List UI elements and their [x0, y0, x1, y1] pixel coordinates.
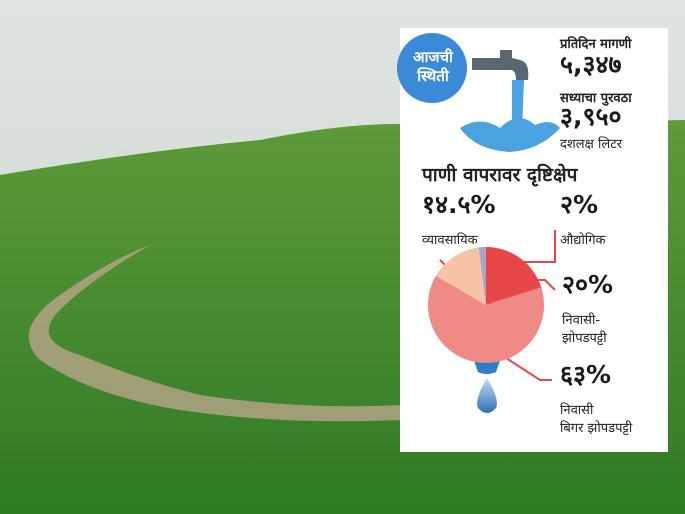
stat-unit: दशलक्ष लिटर — [560, 137, 623, 152]
category-label: औद्योगिक — [560, 233, 606, 248]
chart-title: पाणी वापरावर दृष्टिक्षेप — [422, 164, 578, 186]
badge — [397, 33, 467, 103]
splash — [460, 118, 560, 152]
pie-slice — [478, 247, 486, 305]
stat-label: प्रतिदिन मागणी — [560, 37, 632, 52]
category-label: व्यावसायिक — [422, 233, 478, 248]
value-label: २०% — [562, 270, 614, 299]
stat-value: ३,९५० — [560, 102, 622, 131]
river — [28, 245, 400, 422]
drop — [477, 378, 497, 413]
pie-slice — [486, 247, 542, 305]
stat-label: सध्याचा पुरवठा — [560, 91, 632, 106]
badge-text: आजची स्थिती — [413, 48, 453, 85]
pie — [428, 247, 545, 364]
tap-icon — [472, 50, 529, 80]
category-label: निवासी- झोपडपट्टी — [562, 313, 607, 346]
stat-value: ५,३४७ — [560, 50, 622, 79]
value-label: १४.५% — [422, 190, 496, 219]
pie-slice — [428, 275, 545, 364]
water-stream — [512, 80, 524, 130]
pie-slice — [435, 247, 486, 305]
category-label: निवासी बिगर झोपडपट्टी — [560, 403, 633, 436]
value-label: २% — [560, 190, 599, 219]
value-label: ६३% — [560, 360, 612, 389]
